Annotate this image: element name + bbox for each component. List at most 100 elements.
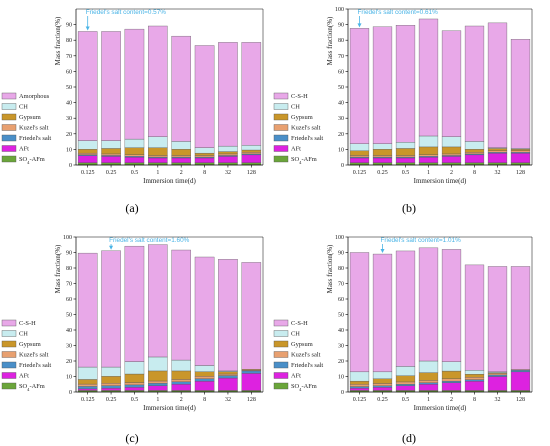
bar-segment-c-s-h — [510, 266, 531, 370]
bar-segment-aft — [441, 156, 462, 163]
bar-segment-kuzel-s-salt — [218, 373, 238, 376]
y-tick-label: 80 — [66, 266, 72, 272]
x-tick-label: 0.25 — [377, 170, 388, 176]
bar-segment-gypsum — [124, 373, 145, 383]
y-tick-label: 80 — [338, 266, 344, 272]
bar-segment-kuzel-s-salt — [395, 155, 416, 158]
bar-segment-so4-afm — [487, 162, 508, 166]
bar-segment-kuzel-s-salt — [148, 380, 168, 384]
bar-segment-ch — [464, 141, 485, 150]
y-axis-title: Mass fraction(%) — [54, 16, 62, 65]
bar-segment-gypsum — [148, 147, 168, 156]
annotation-arrow-head — [85, 26, 90, 31]
legend-label: SO4-AFm — [19, 383, 45, 392]
y-tick-label: 50 — [338, 85, 344, 91]
bar-segment-c-s-h — [349, 28, 370, 144]
legend-swatch — [1, 92, 17, 100]
bar-segment-kuzel-s-salt — [194, 376, 215, 379]
bar-segment-so4-afm — [171, 162, 191, 166]
x-tick-label: 0.125 — [81, 397, 95, 403]
bar-segment-so4-afm — [218, 162, 238, 166]
legend-swatch — [273, 372, 289, 379]
bar-segment-gypsum — [194, 152, 215, 156]
legend-swatch — [1, 124, 17, 131]
bar-segment-aft — [418, 384, 439, 391]
bar-segment-gypsum — [194, 371, 215, 377]
x-tick-label: 1 — [156, 397, 159, 403]
bar-segment-friedel-s-salt — [372, 385, 393, 388]
bar-segment-ch — [148, 356, 168, 372]
legend-label: Friedel's salt — [19, 135, 51, 142]
bar-segment-aft — [464, 380, 485, 391]
legend-label: Gypsum — [19, 114, 41, 121]
y-tick-label: 50 — [66, 313, 72, 319]
x-tick-label: 1 — [427, 397, 430, 403]
bar-segment-friedel-s-salt — [395, 384, 416, 386]
bar-segment-aft — [101, 156, 121, 163]
bar-segment-so4-afm — [372, 162, 393, 166]
bar-segment-ch — [171, 359, 191, 372]
bar-segment-friedel-s-salt — [418, 382, 439, 385]
bar-segment-aft — [124, 387, 145, 391]
legend-label: CH — [291, 331, 300, 338]
legend-label: AFt — [19, 146, 29, 153]
bar-segment-kuzel-s-salt — [441, 378, 462, 382]
bar-segment-gypsum — [148, 370, 168, 382]
bar-segment-aft — [510, 371, 531, 391]
bar-segment-ch — [441, 361, 462, 372]
x-tick-label: 0.5 — [131, 170, 139, 176]
legend-swatch — [273, 340, 289, 348]
y-tick-label: 10 — [338, 147, 344, 153]
legend-swatch — [273, 319, 289, 327]
x-tick-label: 32 — [225, 170, 231, 176]
bar-segment-gypsum — [441, 146, 462, 155]
bar-segment-so4-afm — [148, 162, 168, 166]
annotation-arrow-head — [109, 245, 114, 250]
bar-segment-gypsum — [418, 146, 439, 155]
x-axis-title: Immersion time(d) — [143, 177, 196, 185]
bar-segment-kuzel-s-salt — [124, 382, 145, 386]
bar-segment-c-s-h — [418, 247, 439, 362]
bar-segment-ch — [194, 365, 215, 372]
bar-segment-aft — [194, 157, 215, 163]
legend-swatch — [273, 103, 289, 110]
y-axis-title: Mass fraction(%) — [326, 244, 334, 293]
y-tick-label: 90 — [338, 251, 344, 257]
bar-segment-gypsum — [241, 149, 262, 153]
y-tick-label: 100 — [63, 235, 72, 241]
bar-segment-gypsum — [418, 372, 439, 381]
bar-segment-aft — [101, 387, 121, 391]
y-tick-label: 20 — [66, 359, 72, 365]
bar-segment-so4-afm — [77, 162, 98, 166]
x-tick-label: 0.5 — [402, 170, 410, 176]
x-tick-label: 0.25 — [377, 397, 388, 403]
bar-segment-so4-afm — [464, 162, 485, 166]
bar-segment-gypsum — [395, 148, 416, 156]
y-tick-label: 0 — [69, 163, 72, 169]
bar-segment-ch — [171, 141, 191, 150]
bar-segment-kuzel-s-salt — [418, 154, 439, 157]
bar-segment-amorphous — [148, 25, 168, 137]
bar-segment-friedel-s-salt — [77, 386, 98, 390]
legend-label: AFt — [291, 373, 301, 380]
bar-segment-gypsum — [171, 149, 191, 156]
bar-segment-ch — [372, 371, 393, 379]
y-tick-label: 10 — [338, 375, 344, 381]
bar-segment-friedel-s-salt — [241, 370, 262, 374]
legend-label: AFt — [291, 146, 301, 153]
bar-segment-c-s-h — [441, 30, 462, 137]
y-tick-label: 60 — [338, 69, 344, 75]
x-tick-label: 0.25 — [106, 397, 117, 403]
bar-segment-ch — [101, 366, 121, 377]
bar-segment-c-s-h — [418, 18, 439, 137]
legend-swatch — [1, 319, 17, 327]
legend-label: Kuzel's salt — [19, 352, 49, 359]
x-tick-label: 0.125 — [353, 170, 367, 176]
bar-segment-c-s-h — [372, 253, 393, 373]
y-tick-label: 40 — [338, 328, 344, 334]
bar-segment-kuzel-s-salt — [194, 155, 215, 158]
y-tick-label: 100 — [335, 7, 344, 13]
bar-segment-kuzel-s-salt — [395, 381, 416, 385]
bar-segment-friedel-s-salt — [148, 383, 168, 386]
